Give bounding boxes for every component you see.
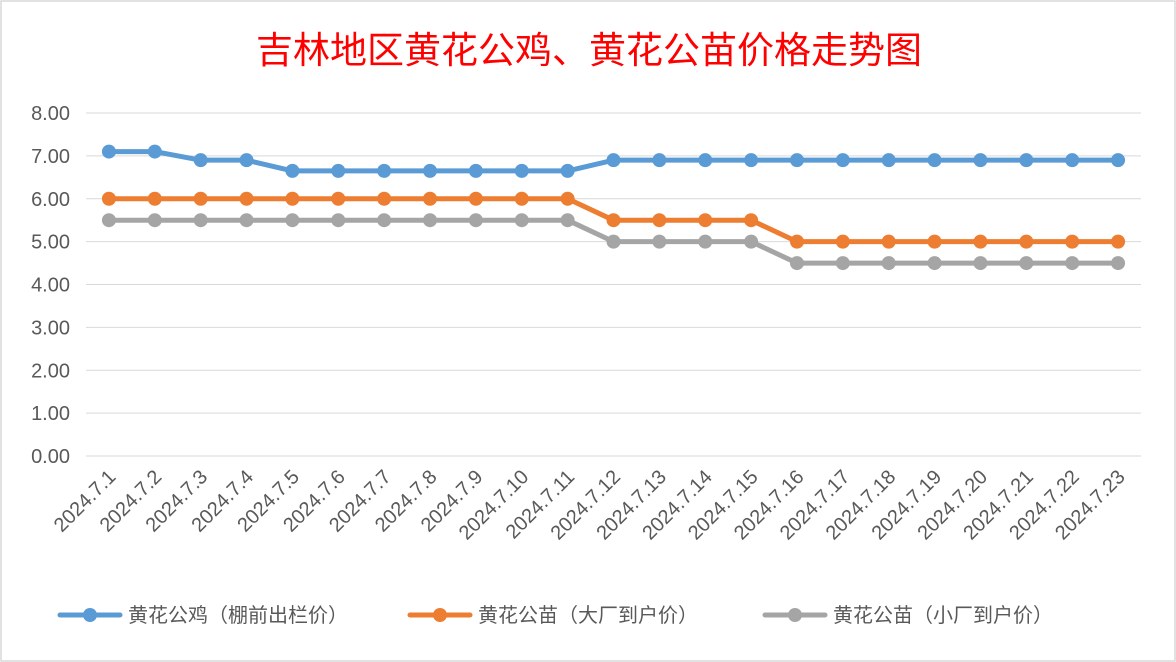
y-axis-ticks: 0.00 1.00 2.00 3.00 4.00 5.00 6.00 7.00 8.00 [31, 103, 70, 468]
data-point [881, 234, 896, 249]
data-point [927, 234, 942, 249]
data-point [514, 163, 529, 178]
series-lines [101, 144, 1126, 271]
data-point [468, 191, 483, 206]
series-1 [101, 144, 1126, 178]
data-point [285, 213, 300, 228]
data-point [1065, 256, 1080, 271]
data-point [1019, 256, 1034, 271]
y-tick-label: 7.00 [31, 146, 70, 168]
data-point [560, 191, 575, 206]
data-point [606, 153, 621, 168]
legend-marker [83, 608, 97, 622]
legend-marker [433, 608, 447, 622]
data-point [468, 163, 483, 178]
data-point [606, 234, 621, 249]
data-point [377, 213, 392, 228]
legend-marker [788, 608, 802, 622]
data-point [331, 163, 346, 178]
data-point [101, 144, 116, 159]
data-point [285, 191, 300, 206]
data-point [606, 213, 621, 228]
data-point [789, 234, 804, 249]
legend-label: 黄花公鸡（棚前出栏价） [128, 603, 348, 627]
y-tick-label: 2.00 [31, 360, 70, 382]
data-point [331, 213, 346, 228]
data-point [147, 144, 162, 159]
data-point [1111, 256, 1126, 271]
y-tick-label: 5.00 [31, 232, 70, 254]
y-tick-label: 6.00 [31, 189, 70, 211]
series-2 [101, 191, 1126, 249]
y-tick-label: 3.00 [31, 317, 70, 339]
data-point [835, 234, 850, 249]
data-point [1065, 234, 1080, 249]
data-point [1019, 153, 1034, 168]
data-point [468, 213, 483, 228]
data-point [835, 256, 850, 271]
data-point [285, 163, 300, 178]
data-point [652, 153, 667, 168]
data-point [101, 191, 116, 206]
data-point [101, 213, 116, 228]
data-point [193, 153, 208, 168]
data-point [698, 153, 713, 168]
data-point [423, 163, 438, 178]
data-point [1065, 153, 1080, 168]
data-point [377, 191, 392, 206]
data-point [147, 213, 162, 228]
legend-label: 黄花公苗（小厂到户价） [833, 603, 1053, 627]
data-point [789, 153, 804, 168]
data-point [744, 213, 759, 228]
data-point [239, 153, 254, 168]
y-tick-label: 1.00 [31, 403, 70, 425]
data-point [973, 153, 988, 168]
data-point [973, 234, 988, 249]
data-point [1019, 234, 1034, 249]
data-point [423, 213, 438, 228]
data-point [514, 213, 529, 228]
y-tick-label: 4.00 [31, 275, 70, 297]
chart-title: 吉林地区黄花公鸡、黄花公苗价格走势图 [256, 29, 922, 72]
data-point [881, 256, 896, 271]
data-point [789, 256, 804, 271]
legend-item: 黄花公鸡（棚前出栏价） [57, 603, 348, 627]
legend-item: 黄花公苗（大厂到户价） [407, 603, 698, 627]
data-point [652, 213, 667, 228]
data-point [698, 234, 713, 249]
series-3 [101, 213, 1126, 271]
legend: 黄花公鸡（棚前出栏价） 黄花公苗（大厂到户价） 黄花公苗（小厂到户价） [57, 603, 1053, 627]
data-point [193, 191, 208, 206]
data-point [881, 153, 896, 168]
data-point [560, 213, 575, 228]
data-point [193, 213, 208, 228]
y-tick-label: 8.00 [31, 103, 70, 125]
data-point [239, 191, 254, 206]
data-point [744, 234, 759, 249]
data-point [239, 213, 254, 228]
legend-label: 黄花公苗（大厂到户价） [478, 603, 698, 627]
data-point [1111, 234, 1126, 249]
y-tick-label: 0.00 [31, 446, 70, 468]
data-point [377, 163, 392, 178]
data-point [514, 191, 529, 206]
data-point [835, 153, 850, 168]
data-point [560, 163, 575, 178]
data-point [331, 191, 346, 206]
data-point [423, 191, 438, 206]
data-point [652, 234, 667, 249]
legend-item: 黄花公苗（小厂到户价） [762, 603, 1053, 627]
data-point [973, 256, 988, 271]
data-point [147, 191, 162, 206]
data-point [927, 256, 942, 271]
data-point [1111, 153, 1126, 168]
data-point [698, 213, 713, 228]
data-point [927, 153, 942, 168]
data-point [744, 153, 759, 168]
